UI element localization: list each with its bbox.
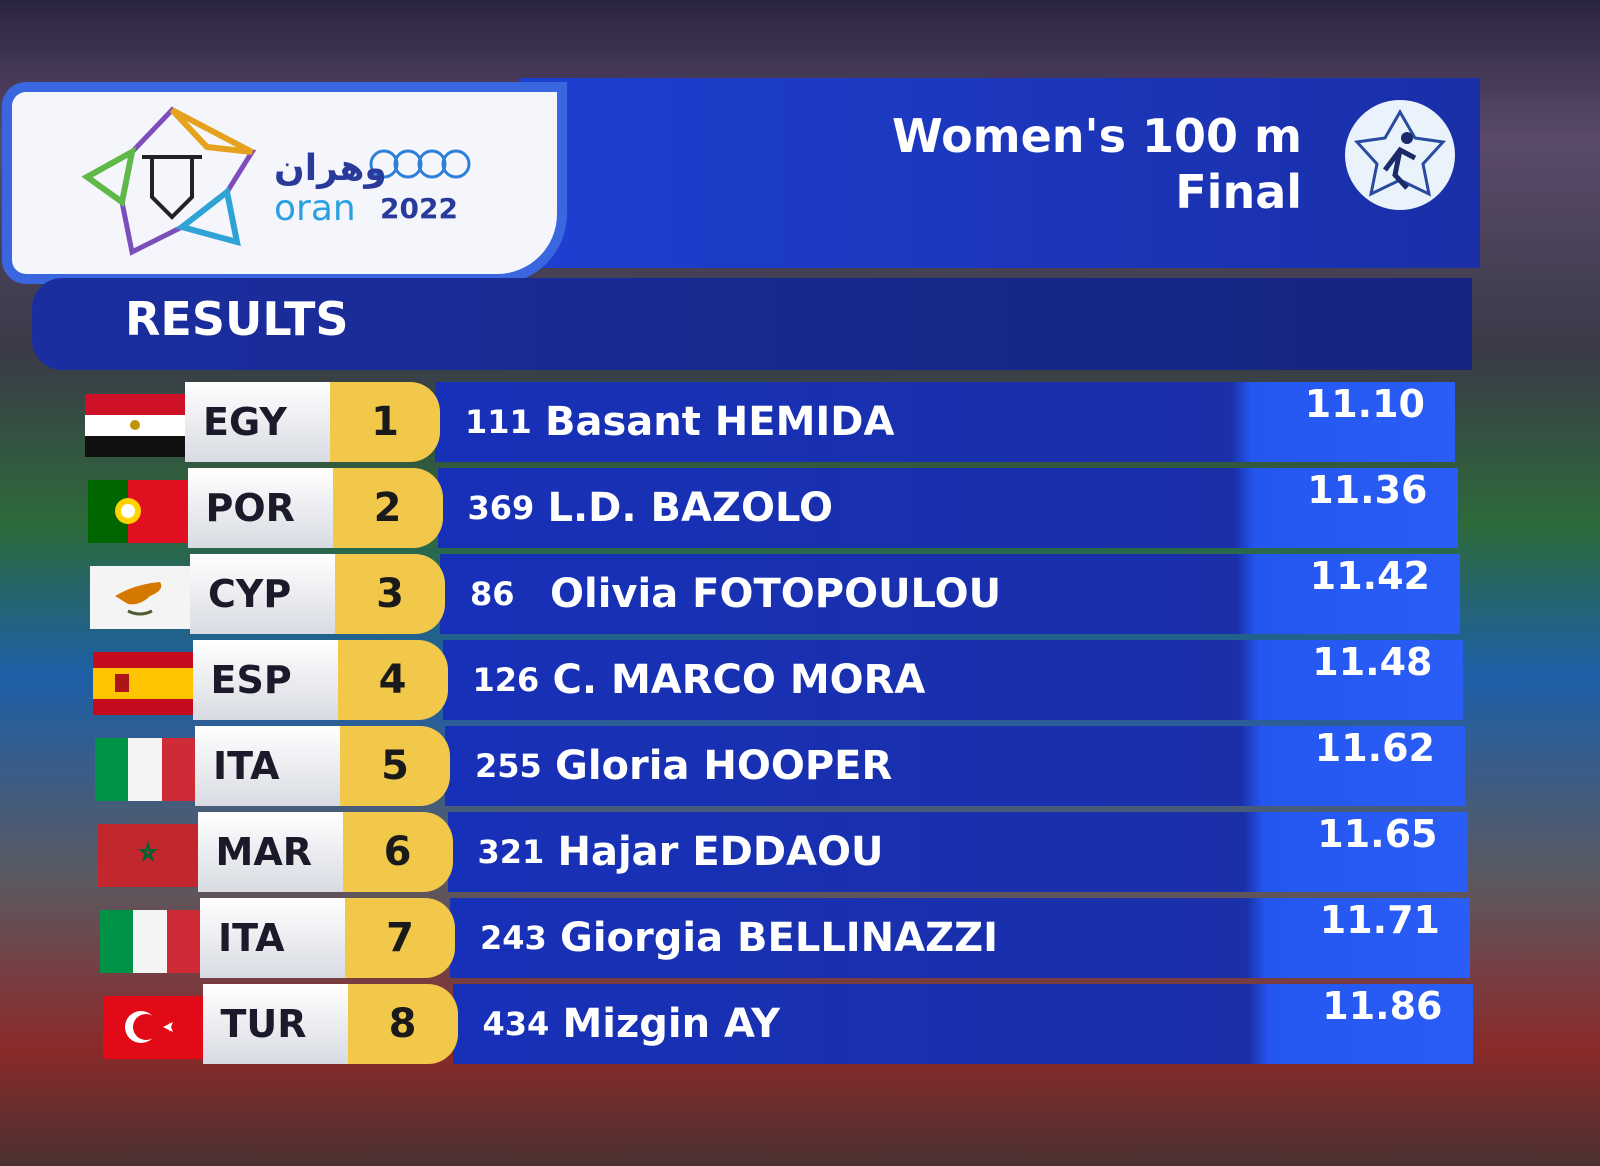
logo-star-accent: [175, 186, 241, 247]
rings: [369, 149, 471, 179]
title: Women's 100 m: [891, 109, 1302, 163]
flag-image: [100, 910, 200, 973]
logo-box: وهران oran 2022: [12, 92, 557, 274]
subtitle: Final: [1175, 165, 1302, 219]
flag: [95, 738, 195, 805]
result-row: ITA 5 255 Gloria HOOPER 11.62: [95, 726, 1465, 806]
result-row: ITA 7 243 Giorgia BELLINAZZI 11.71: [100, 898, 1470, 978]
logo-year: 2022: [380, 192, 458, 225]
bib-number: 126: [472, 661, 540, 699]
country-code: ITA: [195, 726, 345, 806]
time: 11.48: [1312, 640, 1433, 684]
sport-emblem: [1345, 100, 1455, 210]
athlete-name: Hajar EDDAOU: [557, 829, 884, 875]
country-code: POR: [187, 468, 338, 548]
header-bar: [520, 78, 1480, 268]
logo-arabic: وهران: [274, 148, 387, 189]
bib-number: 321: [477, 833, 545, 871]
name-bar: [442, 640, 1463, 720]
logo-star-accent: [81, 146, 137, 208]
flag: [97, 824, 198, 891]
name-bar: [452, 984, 1473, 1064]
bib-number: 369: [467, 489, 535, 527]
flag-image: [87, 480, 188, 543]
rank: 1: [330, 382, 440, 462]
athlete-name: L.D. BAZOLO: [547, 485, 834, 531]
rank: 6: [342, 812, 453, 892]
flag-image: [97, 824, 198, 887]
bib-number: 111: [465, 403, 532, 441]
flag: [92, 652, 193, 719]
emblem-icon: [1353, 108, 1447, 197]
bib-number: 434: [482, 1005, 550, 1043]
flag-image: [85, 394, 185, 457]
flag-image: [92, 652, 193, 715]
time: 11.71: [1319, 898, 1440, 942]
name-bar: [445, 726, 1465, 806]
time: 11.10: [1304, 382, 1425, 426]
result-row: EGY 1 111 Basant HEMIDA 11.10: [85, 382, 1455, 462]
country-code: CYP: [190, 554, 340, 634]
country-code: EGY: [185, 382, 335, 462]
rank: 7: [345, 898, 455, 978]
logo-star: [82, 106, 257, 256]
results-bar: [32, 278, 1472, 370]
name-bar: [447, 812, 1468, 892]
rank: 5: [340, 726, 450, 806]
time: 11.86: [1322, 984, 1443, 1028]
bib-number: 255: [475, 747, 542, 785]
flag: [90, 566, 190, 633]
flag-image: [102, 996, 203, 1059]
result-row: ESP 4 126 C. MARCO MORA 11.48: [92, 640, 1463, 720]
flag-image: [90, 566, 190, 629]
result-row: CYP 3 86 Olivia FOTOPOULOU 11.42: [90, 554, 1460, 634]
bib-number: 86: [470, 575, 515, 613]
name-bar: [437, 468, 1458, 548]
time: 11.36: [1307, 468, 1428, 512]
result-row: POR 2 369 L.D. BAZOLO 11.36: [87, 468, 1458, 548]
bib-number: 243: [480, 919, 547, 957]
time: 11.65: [1317, 812, 1438, 856]
country-code: MAR: [197, 812, 348, 892]
flag: [102, 996, 203, 1063]
time: 11.42: [1309, 554, 1430, 598]
athlete-name: Mizgin AY: [562, 1001, 781, 1047]
flag-image: [95, 738, 195, 801]
athlete-name: C. MARCO MORA: [552, 657, 926, 703]
country-code: TUR: [202, 984, 353, 1064]
rank: 4: [337, 640, 448, 720]
country-code: ITA: [200, 898, 350, 978]
athlete-name: Basant HEMIDA: [545, 399, 895, 445]
event-title: Women's 100 m Final: [892, 108, 1302, 220]
time: 11.62: [1314, 726, 1435, 770]
flag: [100, 910, 200, 977]
name-bar: [440, 554, 1460, 634]
flag: [87, 480, 188, 547]
games-logo: وهران oran 2022: [81, 106, 471, 256]
logo-face: [142, 155, 202, 220]
athlete-name: Giorgia BELLINAZZI: [560, 915, 999, 961]
athlete-name: Gloria HOOPER: [555, 743, 893, 789]
result-row: TUR 8 434 Mizgin AY 11.86: [102, 984, 1473, 1064]
section-title: RESULTS: [125, 292, 349, 346]
rank: 3: [335, 554, 445, 634]
name-bar: [435, 382, 1455, 462]
rank: 2: [332, 468, 443, 548]
name-bar: [450, 898, 1470, 978]
rank: 8: [347, 984, 458, 1064]
logo-name: oran: [274, 188, 356, 229]
result-row: MAR 6 321 Hajar EDDAOU 11.65: [97, 812, 1468, 892]
country-code: ESP: [192, 640, 343, 720]
flag: [85, 394, 185, 461]
athlete-name: Olivia FOTOPOULOU: [550, 571, 1002, 617]
logo-star-accent: [169, 107, 254, 155]
